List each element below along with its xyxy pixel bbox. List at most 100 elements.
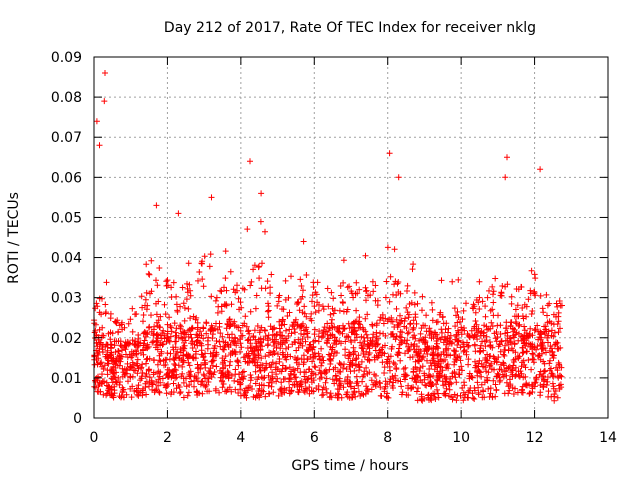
data-point [262, 327, 269, 334]
data-point [163, 390, 170, 397]
data-point [257, 218, 264, 225]
data-point [483, 357, 490, 363]
data-point [361, 338, 368, 345]
data-point [390, 359, 397, 366]
data-point [202, 350, 209, 357]
data-point [526, 330, 533, 337]
data-point [384, 356, 391, 363]
data-point [256, 329, 263, 336]
data-point [491, 366, 497, 373]
data-point [362, 252, 369, 259]
data-point [499, 283, 506, 289]
data-point [308, 310, 315, 317]
data-point [358, 345, 365, 351]
data-point [434, 377, 441, 384]
data-point [336, 329, 343, 336]
data-point [345, 333, 352, 340]
data-point [195, 277, 201, 284]
data-point [363, 331, 370, 338]
data-point [489, 283, 496, 290]
data-point [147, 290, 153, 297]
data-point [422, 334, 429, 341]
data-point [221, 284, 227, 291]
data-point [406, 346, 413, 352]
data-point [416, 368, 423, 374]
data-point [426, 366, 433, 372]
data-point [370, 288, 377, 295]
data-point [107, 392, 114, 399]
data-point [105, 385, 112, 392]
data-point [247, 383, 253, 389]
data-point [475, 391, 482, 398]
data-point [497, 348, 504, 355]
data-point [523, 333, 530, 340]
data-point [207, 251, 214, 258]
data-point [243, 323, 250, 330]
data-point [95, 382, 102, 389]
plot-frame [93, 56, 609, 419]
data-point [449, 396, 456, 403]
data-point [411, 341, 418, 348]
data-point [340, 279, 347, 286]
data-point [352, 318, 359, 325]
data-point [222, 371, 229, 378]
data-point [199, 276, 206, 283]
data-point [241, 320, 248, 327]
data-point [288, 330, 295, 337]
data-point [373, 378, 380, 385]
data-point [318, 362, 325, 369]
data-point [238, 374, 245, 381]
data-point [509, 373, 516, 380]
data-point [265, 300, 271, 307]
data-point [302, 326, 309, 333]
data-point [476, 347, 483, 354]
data-point [170, 380, 177, 387]
data-point [292, 339, 299, 346]
data-point [105, 360, 112, 367]
data-point [382, 315, 389, 322]
data-point [155, 298, 162, 305]
data-point [506, 376, 513, 383]
data-point [502, 174, 509, 181]
data-point [497, 331, 504, 337]
data-point [396, 333, 403, 340]
data-point [189, 345, 196, 351]
data-point [180, 379, 187, 386]
data-point [408, 341, 415, 348]
data-point [319, 303, 326, 310]
data-point [428, 299, 435, 306]
data-point [210, 357, 217, 364]
data-point [451, 391, 458, 398]
data-point [379, 349, 386, 356]
data-point [537, 292, 544, 299]
data-point [207, 328, 214, 334]
data-point [549, 349, 556, 356]
data-point [237, 340, 244, 347]
data-point [360, 341, 367, 347]
data-point [377, 392, 384, 399]
data-point [316, 328, 323, 335]
data-point [237, 348, 243, 355]
data-point [505, 390, 512, 397]
data-point [356, 364, 363, 371]
data-point [344, 284, 351, 291]
data-point [197, 365, 204, 372]
data-point [454, 392, 461, 399]
data-point [158, 335, 165, 342]
data-point [209, 335, 216, 342]
data-point [140, 312, 147, 318]
data-point [531, 288, 537, 295]
data-point [203, 319, 210, 326]
data-point [317, 355, 323, 362]
data-point [419, 363, 426, 370]
data-point [131, 341, 138, 347]
data-point [390, 385, 396, 391]
data-point [492, 381, 499, 388]
data-point [398, 317, 405, 324]
data-point [455, 314, 462, 321]
data-point [201, 253, 208, 260]
data-point [358, 333, 365, 340]
data-point [521, 323, 528, 330]
data-point [544, 312, 550, 319]
data-point [319, 392, 325, 399]
